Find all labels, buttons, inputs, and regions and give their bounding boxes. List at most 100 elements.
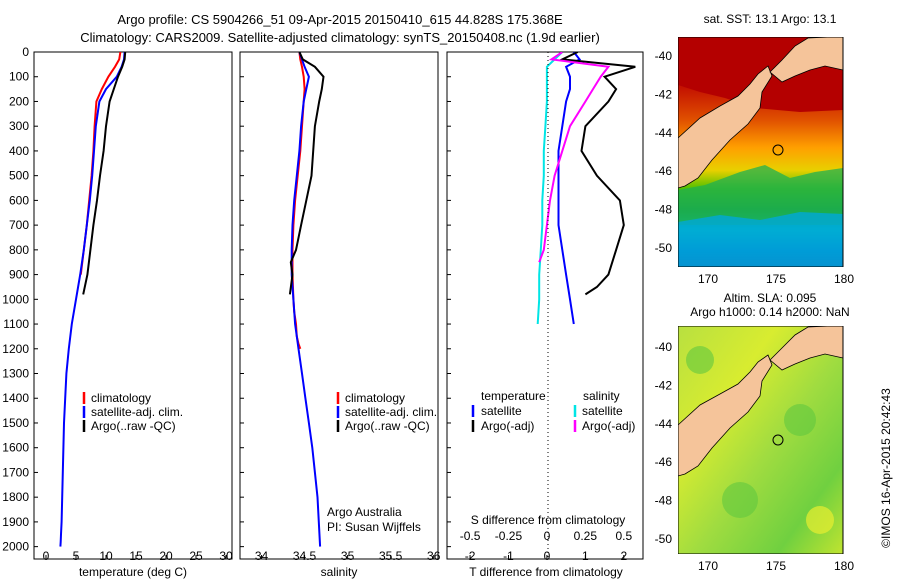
panel-salinity-frame bbox=[239, 51, 439, 560]
map-lon-tick-label: 175 bbox=[766, 272, 786, 286]
temperature-x-tick-label: 0 bbox=[43, 549, 50, 563]
land-south-island bbox=[678, 65, 773, 189]
temperature-x-tick-label: 30 bbox=[219, 549, 233, 563]
series-line-temperature-argo-adj- bbox=[558, 52, 636, 296]
salinity-legend: climatology satellite-adj. clim. Argo(..… bbox=[327, 391, 437, 534]
diff-x-top-tick-label: 0.5 bbox=[615, 529, 632, 543]
diff-x-bottom-tick-label: -1 bbox=[503, 549, 514, 563]
panel-temperature-frame bbox=[33, 51, 233, 560]
map-lat-tick-label: -44 bbox=[655, 417, 673, 431]
diff-x-top-tick-label: 0 bbox=[544, 529, 551, 543]
series-line-satellite-adj-clim- bbox=[290, 52, 322, 547]
temperature-x-tick-label: 5 bbox=[73, 549, 80, 563]
depth-tick-label: 2000 bbox=[2, 540, 29, 554]
sst-map-title: sat. SST: 13.1 Argo: 13.1 bbox=[704, 12, 837, 26]
map-lat-tick-label: -40 bbox=[655, 340, 673, 354]
salinity-series bbox=[288, 52, 325, 547]
legend-label: satellite-adj. clim. bbox=[91, 405, 183, 419]
depth-tick-label: 800 bbox=[9, 243, 29, 257]
land-south-island bbox=[678, 354, 773, 477]
pi-note: PI: Susan Wijffels bbox=[327, 520, 421, 534]
map-lat-tick-label: -48 bbox=[655, 494, 673, 508]
diff-x-top-tick-label: 0.25 bbox=[574, 529, 598, 543]
diff-x-top-tick-label: -0.25 bbox=[495, 529, 523, 543]
legend-label: climatology bbox=[91, 391, 151, 405]
depth-tick-label: 1200 bbox=[2, 342, 29, 356]
sst-cold-patch bbox=[678, 212, 843, 267]
sla-patch bbox=[806, 506, 834, 534]
legend-label: Argo(-adj) bbox=[481, 419, 534, 433]
depth-tick-label: 900 bbox=[9, 268, 29, 282]
legend-sal-title: salinity bbox=[583, 389, 620, 403]
legend-label: Argo(..raw -QC) bbox=[345, 419, 430, 433]
depth-tick-label: 400 bbox=[9, 144, 29, 158]
sla-patch bbox=[784, 404, 816, 436]
diff-x-bottom-tick-label: 1 bbox=[582, 549, 589, 563]
map-lat-tick-label: -42 bbox=[655, 378, 673, 392]
salinity-xlabel: salinity bbox=[321, 565, 358, 579]
temperature-x-tick-label: 15 bbox=[129, 549, 143, 563]
depth-tick-label: 300 bbox=[9, 119, 29, 133]
sst-map-axes: -40 -42 -44 -46 -48 -50 170 175 180 bbox=[655, 49, 855, 286]
diff-x-bottom-tick-label: -2 bbox=[465, 549, 476, 563]
depth-tick-label: 200 bbox=[9, 94, 29, 108]
temperature-xlabel: temperature (deg C) bbox=[79, 565, 187, 579]
legend-temp-title: temperature bbox=[481, 389, 546, 403]
header-line-1: Argo profile: CS 5904266_51 09-Apr-2015 … bbox=[117, 12, 563, 27]
salinity-x-axis: 34 34.5 35 35.5 36 bbox=[255, 549, 441, 563]
legend-label: satellite bbox=[481, 404, 522, 418]
map-lon-tick-label: 175 bbox=[766, 559, 786, 573]
legend-label: Argo(-adj) bbox=[582, 419, 635, 433]
depth-tick-label: 100 bbox=[9, 70, 29, 84]
diff-xlabel-top: S difference from climatology bbox=[471, 513, 626, 527]
difference-x-axis: -2 -1 0 1 2 -0.5 -0.25 0 0.25 0.5 bbox=[460, 529, 633, 563]
series-line-argo-raw-qc- bbox=[288, 52, 325, 295]
temperature-series bbox=[59, 52, 127, 547]
diff-x-bottom-tick-label: 0 bbox=[544, 549, 551, 563]
legend-label: satellite-adj. clim. bbox=[345, 405, 437, 419]
salinity-x-tick-label: 34.5 bbox=[293, 549, 317, 563]
institution-note: Argo Australia bbox=[327, 505, 402, 519]
temperature-x-tick-label: 10 bbox=[99, 549, 113, 563]
sst-map bbox=[678, 37, 844, 267]
legend-label: climatology bbox=[345, 391, 405, 405]
sla-map-title-1: Altim. SLA: 0.095 bbox=[724, 291, 817, 305]
difference-series bbox=[536, 52, 636, 325]
depth-tick-label: 700 bbox=[9, 218, 29, 232]
depth-tick-label: 1500 bbox=[2, 416, 29, 430]
diff-x-top-tick-label: -0.5 bbox=[460, 529, 481, 543]
depth-tick-label: 1300 bbox=[2, 367, 29, 381]
depth-tick-label: 500 bbox=[9, 169, 29, 183]
map-lat-tick-label: -48 bbox=[655, 203, 673, 217]
map-frame bbox=[678, 37, 844, 267]
series-line-temperature-satellite bbox=[557, 52, 582, 325]
sla-patch bbox=[686, 346, 714, 374]
sla-map-title-2: Argo h1000: 0.14 h2000: NaN bbox=[690, 305, 849, 319]
map-lat-tick-label: -44 bbox=[655, 126, 673, 140]
map-lat-tick-label: -42 bbox=[655, 87, 673, 101]
depth-tick-label: 1100 bbox=[3, 317, 29, 331]
temperature-legend: climatology satellite-adj. clim. Argo(..… bbox=[82, 391, 183, 433]
legend-label: Argo(..raw -QC) bbox=[91, 419, 176, 433]
temperature-x-tick-label: 25 bbox=[189, 549, 203, 563]
salinity-x-tick-label: 36 bbox=[427, 549, 441, 563]
depth-tick-label: 1400 bbox=[2, 391, 29, 405]
map-lon-tick-label: 180 bbox=[834, 272, 854, 286]
series-line-satellite-adj-clim- bbox=[59, 52, 126, 547]
depth-tick-label: 600 bbox=[9, 193, 29, 207]
depth-tick-label: 1800 bbox=[2, 490, 29, 504]
map-lat-tick-label: -46 bbox=[655, 164, 673, 178]
salinity-x-tick-label: 34 bbox=[255, 549, 269, 563]
map-frame bbox=[678, 326, 844, 554]
temperature-x-axis: 0 5 10 15 20 25 30 bbox=[43, 549, 233, 563]
timestamp-stamp: ©IMOS 16-Apr-2015 20:42:43 bbox=[879, 388, 893, 548]
salinity-x-tick-label: 35 bbox=[341, 549, 355, 563]
depth-tick-label: 1700 bbox=[2, 465, 29, 479]
series-line-salinity-argo-adj- bbox=[538, 52, 611, 263]
header-line-2: Climatology: CARS2009. Satellite-adjuste… bbox=[80, 30, 600, 45]
diff-x-bottom-tick-label: 2 bbox=[620, 549, 627, 563]
depth-axis: 0 100 200 300 400 500 600 700 800 900 1000 1100 1200… bbox=[2, 45, 451, 554]
map-lat-tick-label: -46 bbox=[655, 455, 673, 469]
depth-tick-label: 0 bbox=[22, 45, 29, 59]
